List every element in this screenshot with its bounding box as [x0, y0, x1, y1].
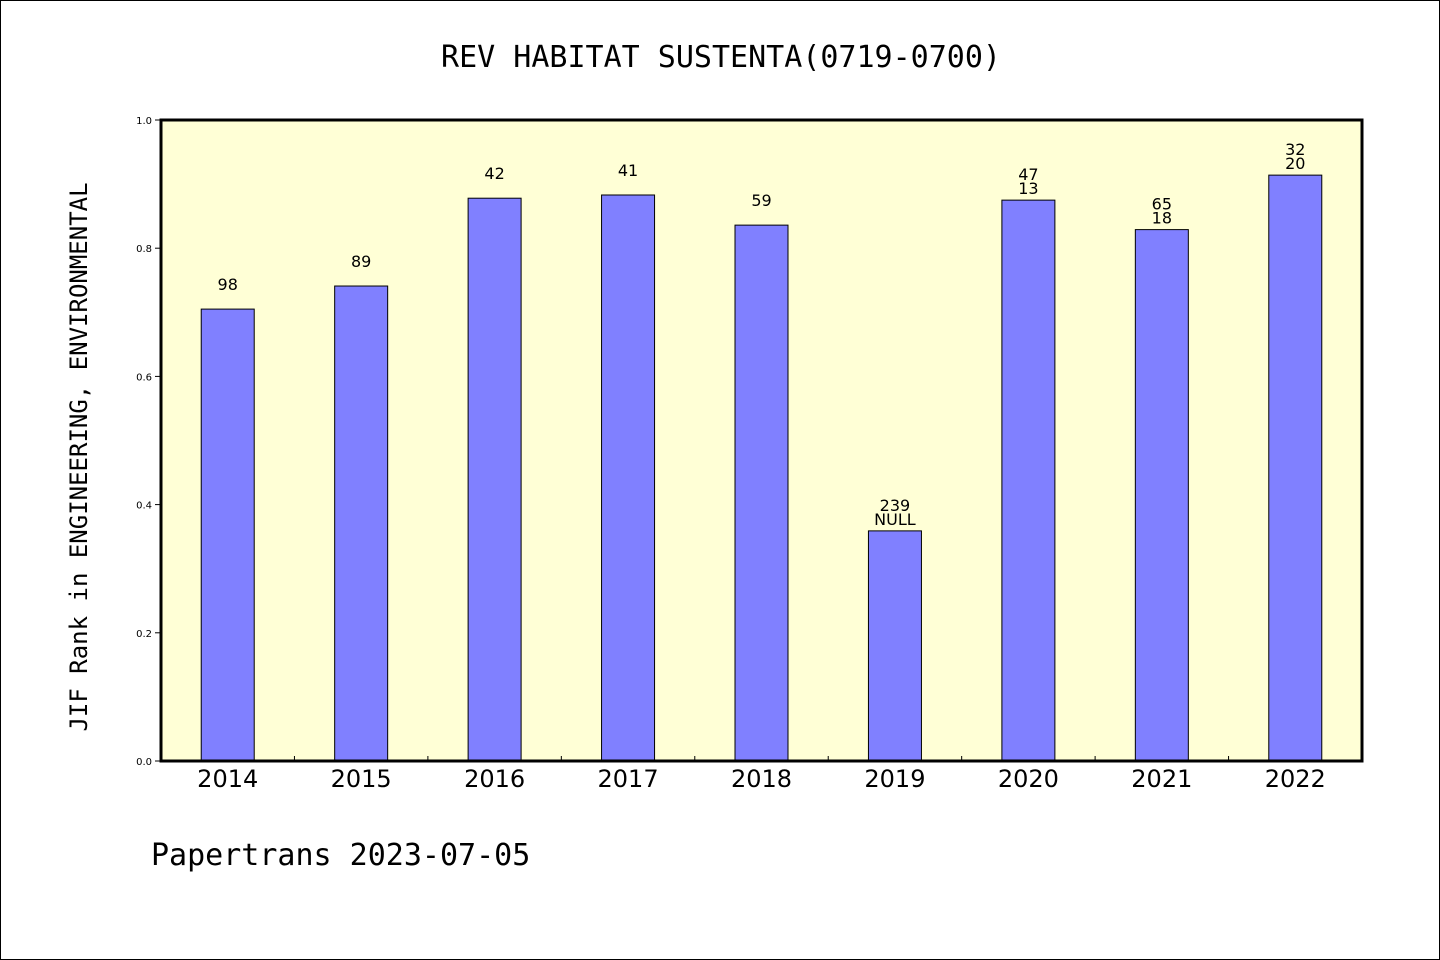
bar-label-rank-2016: 42 — [484, 164, 504, 183]
y-tick-label: 0.8 — [136, 244, 152, 255]
x-tick-label-2022: 2022 — [1265, 765, 1326, 793]
y-tick-label: 0.6 — [136, 372, 152, 383]
bar-label-second-2021: 18 — [1152, 209, 1172, 228]
bar-label-rank-2017: 41 — [618, 161, 638, 180]
plot-frame — [159, 118, 1364, 763]
x-tick-label-2015: 2015 — [331, 765, 392, 793]
y-axis: 0.0 0.2 0.4 0.6 0.8 1.0 — [136, 116, 161, 768]
bar-label-rank-2022: 32 — [1285, 140, 1305, 159]
bar-2022 — [1268, 174, 1323, 762]
x-tick-label-2021: 2021 — [1131, 765, 1192, 793]
bar-label-rank-2015: 89 — [351, 252, 371, 271]
y-axis-label: JIF Rank in ENGINEERING, ENVIRONMENTAL — [65, 182, 93, 731]
x-tick-label-2018: 2018 — [731, 765, 792, 793]
y-tick-label: 0.4 — [136, 501, 152, 512]
footer-text: Papertrans 2023-07-05 — [151, 838, 530, 873]
x-tick-label-2014: 2014 — [197, 765, 258, 793]
bar-2021 — [1134, 229, 1189, 762]
bar-label-rank-2021: 65 — [1152, 195, 1172, 214]
chart-title: REV HABITAT SUSTENTA(0719-0700) — [441, 40, 1001, 75]
bar-2019 — [867, 530, 922, 762]
bar-label-rank-2020: 47 — [1018, 165, 1038, 184]
bar-label-rank-2014: 98 — [218, 275, 238, 294]
bar-label-second-2019: NULL — [874, 510, 916, 529]
x-tick-label-2016: 2016 — [464, 765, 525, 793]
bar-label-second-2022: 20 — [1285, 154, 1305, 173]
y-tick-label: 1.0 — [136, 116, 152, 127]
bar-2014 — [200, 308, 255, 762]
x-tick-label-2017: 2017 — [598, 765, 659, 793]
bar-label-second-2020: 13 — [1018, 179, 1038, 198]
y-tick-label: 0.0 — [136, 757, 152, 768]
bar-label-rank-2018: 59 — [751, 191, 771, 210]
bar-2015 — [334, 285, 389, 762]
x-tick-label-2019: 2019 — [864, 765, 925, 793]
bar-2017 — [601, 194, 656, 762]
x-tick-label-2020: 2020 — [998, 765, 1059, 793]
bar-2020 — [1001, 199, 1056, 762]
bar-2018 — [734, 224, 789, 762]
x-axis: 2014 2015 2016 2017 2018 2019 2020 2021 2022 — [197, 756, 1326, 793]
bar-label-rank-2019: 239 — [880, 496, 911, 515]
y-tick-label: 0.2 — [136, 629, 152, 640]
bar-2016 — [467, 197, 522, 762]
